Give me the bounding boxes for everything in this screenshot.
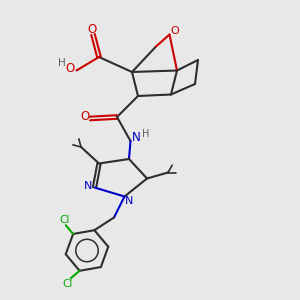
- Text: Cl: Cl: [59, 215, 70, 225]
- Text: O: O: [80, 110, 89, 124]
- Text: N: N: [125, 196, 133, 206]
- Text: O: O: [170, 26, 179, 36]
- Text: H: H: [58, 58, 65, 68]
- Text: H: H: [142, 129, 150, 140]
- Text: N: N: [131, 131, 140, 144]
- Text: O: O: [87, 22, 96, 36]
- Text: Cl: Cl: [63, 278, 73, 289]
- Text: O: O: [65, 62, 74, 76]
- Text: N: N: [84, 181, 92, 191]
